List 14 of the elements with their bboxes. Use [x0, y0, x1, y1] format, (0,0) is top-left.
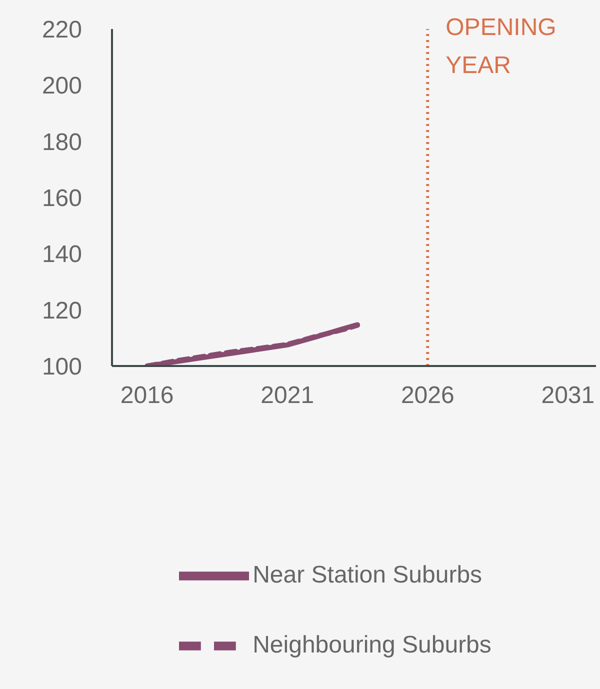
y-tick-label: 180 — [42, 128, 82, 156]
x-tick-label: 2021 — [260, 382, 314, 410]
x-tick-label: 2016 — [120, 382, 174, 410]
y-tick-label: 200 — [42, 72, 82, 100]
ref-line-label: OPENING YEAR — [446, 14, 556, 79]
legend-label: Near Station Suburbs — [252, 561, 482, 588]
x-tick-label: 2031 — [541, 382, 595, 410]
y-tick-label: 100 — [42, 354, 82, 381]
y-tick-label: 160 — [42, 185, 82, 212]
y-tick-label: 120 — [42, 297, 82, 324]
x-tick-label: 2026 — [400, 382, 454, 410]
y-tick-label: 140 — [42, 241, 82, 268]
y-tick-label: 220 — [42, 16, 82, 44]
legend-label: Neighbouring Suburbs — [252, 631, 492, 658]
